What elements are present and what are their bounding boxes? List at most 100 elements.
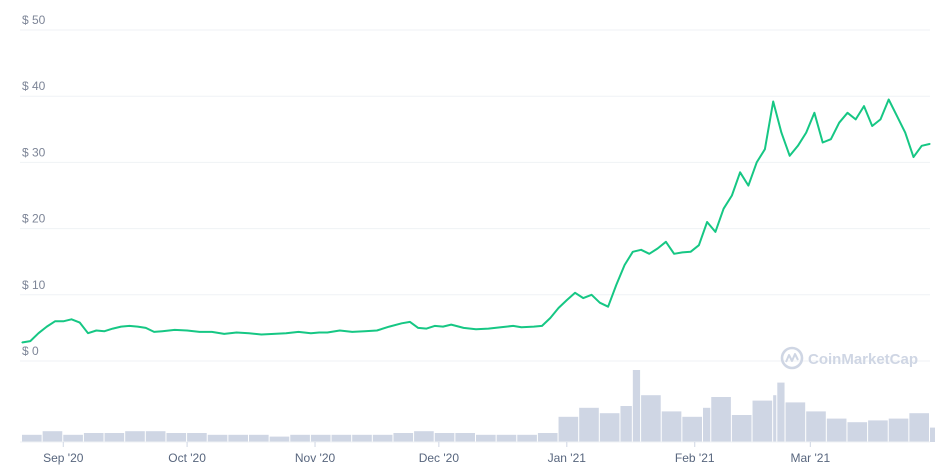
price-point (153, 331, 155, 333)
price-point (128, 325, 130, 327)
price-point (211, 331, 213, 333)
x-tick-label: Feb '21 (675, 451, 715, 465)
price-point (797, 145, 799, 147)
price-point (87, 332, 89, 334)
price-point (37, 332, 40, 334)
volume-bar (930, 427, 935, 442)
price-point (731, 194, 733, 197)
price-point (174, 329, 176, 331)
price-point (273, 333, 275, 335)
volume-bar (310, 434, 331, 442)
volume-bars (20, 370, 935, 443)
price-point (236, 331, 238, 334)
volume-bar (909, 413, 929, 442)
volume-bar (104, 433, 125, 442)
volume-bar (22, 434, 42, 442)
y-tick-label: $ 0 (22, 344, 39, 358)
price-point (764, 148, 766, 150)
price-point (376, 329, 378, 332)
price-point (723, 208, 725, 210)
price-point (409, 321, 411, 323)
price-point (54, 320, 56, 322)
price-point (29, 340, 31, 342)
price-point (248, 332, 250, 334)
price-point (463, 327, 465, 329)
x-tick-label: Jan '21 (548, 451, 587, 465)
price-point (574, 292, 576, 294)
volume-bar (331, 434, 352, 442)
volume-bar (434, 433, 455, 442)
price-point (640, 249, 642, 251)
price-point (520, 326, 523, 328)
price-point (533, 325, 535, 328)
coinmarketcap-watermark: CoinMarketCap (780, 346, 918, 370)
price-point (756, 161, 758, 163)
price-point (888, 98, 890, 101)
price-point (541, 325, 543, 327)
price-point (789, 155, 791, 157)
grid-lines (20, 29, 930, 362)
y-axis-ticks: $ 0 $ 10 $ 20 $ 30 $ 40 $ 50 (22, 13, 46, 358)
y-tick-label: $ 30 (22, 145, 46, 159)
price-point (186, 329, 188, 332)
price-point (310, 332, 312, 334)
y-tick-label: $ 20 (22, 212, 46, 226)
volume-bar (777, 382, 785, 442)
volume-bar (414, 431, 434, 442)
y-tick-label: $ 50 (22, 13, 46, 27)
price-point (739, 171, 741, 173)
price-point (512, 325, 514, 327)
price-point (363, 330, 366, 332)
volume-bar (661, 411, 682, 442)
y-tick-label: $ 40 (22, 79, 46, 93)
volume-bar (599, 413, 620, 442)
price-point (285, 332, 287, 334)
price-point (879, 118, 882, 120)
price-point (388, 325, 390, 328)
price-point (62, 320, 64, 322)
volume-bar (166, 433, 187, 442)
volume-bar (682, 416, 702, 442)
volume-bar (145, 431, 166, 442)
price-point (813, 112, 816, 114)
price-point (690, 251, 692, 253)
volume-bar (63, 434, 83, 442)
volume-bar (703, 407, 711, 442)
price-point (648, 253, 650, 255)
price-point (855, 118, 857, 120)
volume-bar (455, 433, 475, 442)
volume-bar (785, 402, 806, 442)
price-point (434, 325, 436, 327)
volume-bar (372, 434, 393, 442)
volume-bar (537, 433, 558, 442)
price-point (425, 327, 428, 330)
x-tick-label: Mar '21 (790, 451, 830, 465)
volume-bar (620, 406, 632, 442)
x-tick-label: Nov '20 (295, 451, 336, 465)
price-point (318, 331, 320, 334)
volume-bar (290, 434, 310, 442)
watermark-text: CoinMarketCap (808, 351, 918, 368)
price-point (921, 145, 923, 147)
price-point (326, 331, 329, 334)
price-point (79, 322, 81, 324)
price-point (475, 328, 477, 330)
price-point (904, 132, 906, 134)
price-point (21, 341, 23, 344)
price-point (871, 125, 873, 127)
volume-bar (476, 434, 496, 442)
volume-bar (806, 411, 826, 442)
volume-bar (187, 433, 207, 442)
price-point (912, 156, 915, 158)
price-point (339, 329, 341, 332)
price-point (714, 231, 716, 233)
price-point (120, 325, 122, 328)
price-point (351, 331, 353, 333)
price-point (599, 302, 601, 304)
price-point (103, 330, 106, 332)
volume-bar (269, 436, 290, 442)
price-point (95, 329, 97, 332)
volume-bar (517, 434, 537, 442)
price-point (706, 221, 708, 223)
